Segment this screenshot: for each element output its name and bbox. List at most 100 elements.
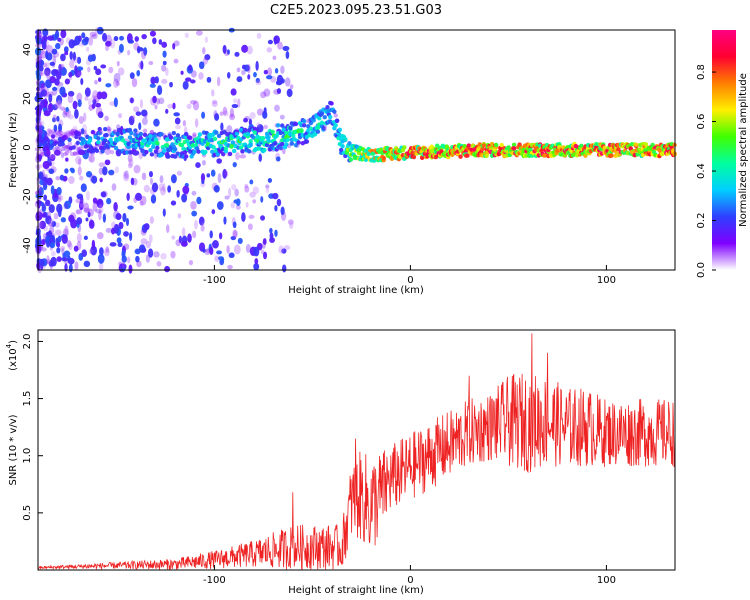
- spectrogram-cell: [75, 198, 82, 204]
- spectrogram-cell: [272, 192, 279, 200]
- spectrogram-cell: [267, 67, 273, 76]
- spectrogram-cell: [79, 175, 84, 181]
- spectrogram-cell: [68, 131, 74, 136]
- spectrogram-cell: [95, 106, 103, 117]
- spectrogram-cell: [60, 29, 67, 39]
- spectrogram-cell: [39, 129, 47, 138]
- spectrogram-cell: [77, 71, 83, 77]
- snr-panel: -100 0 100 0.5 1.0 1.5 2.0 Height of straight…: [5, 329, 676, 596]
- spectrogram-cell: [92, 201, 98, 212]
- spectrogram-cell: [252, 130, 257, 135]
- spectrogram-cell: [56, 146, 61, 151]
- spectrogram-cell: [240, 149, 245, 155]
- spectrogram-cell: [78, 146, 83, 151]
- spectrogram-cell: [194, 118, 199, 128]
- spectrogram-cell: [117, 242, 123, 248]
- spectrogram-cell: [177, 213, 182, 219]
- spectrogram-cell: [78, 42, 85, 47]
- spectrogram-cell: [293, 142, 299, 148]
- spectrogram-cell: [220, 257, 225, 263]
- spectrogram-cell: [200, 225, 205, 232]
- spectrogram-cell: [135, 192, 142, 201]
- spectrogram-cell: [94, 79, 98, 85]
- spectrogram-cell: [95, 102, 102, 108]
- spectrogram-cell: [236, 67, 241, 73]
- spectrogram-cell: [105, 83, 112, 88]
- spectrogram-cell: [230, 140, 236, 145]
- spectrogram-cell: [260, 135, 266, 141]
- spectrogram-cell: [235, 198, 241, 207]
- spectrogram-cell: [172, 42, 176, 50]
- spectrogram-cell: [256, 32, 262, 39]
- spectrogram-cell: [116, 213, 122, 221]
- spectrogram-cell: [97, 253, 105, 264]
- spectrogram-cell: [204, 36, 209, 44]
- spectrogram-cell: [44, 132, 49, 137]
- colorbar-tick-label: 0.2: [696, 213, 707, 229]
- spectrogram-cell: [308, 120, 314, 126]
- spectrogram-cell: [150, 76, 156, 85]
- spectrogram-cell: [68, 263, 73, 273]
- spectrogram-cell: [49, 242, 56, 249]
- spectrogram-cell: [253, 71, 257, 78]
- spectrogram-cell: [47, 35, 55, 41]
- spectrogram-cell: [162, 148, 167, 153]
- spectrogram-cell: [63, 46, 69, 53]
- spectrogram-cell: [127, 205, 134, 210]
- spectrogram-cell: [121, 266, 126, 273]
- spectrogram-cell: [38, 131, 43, 136]
- spectrogram-cell: [96, 136, 101, 141]
- spectrogram-cell: [224, 171, 229, 177]
- spectrogram-cell: [90, 245, 98, 256]
- spectrogram-frame: [37, 29, 676, 271]
- spectrogram-cell: [267, 178, 273, 183]
- spectrogram-cell: [143, 47, 148, 56]
- spectrogram-cell: [187, 233, 192, 243]
- spectrogram-cell: [105, 34, 112, 45]
- spectrogram-cell: [45, 235, 51, 244]
- spectrogram-cell: [289, 221, 294, 230]
- spectrogram-cell: [91, 103, 96, 109]
- spectrogram-cell: [122, 171, 127, 177]
- spectrogram-cell: [69, 51, 73, 60]
- spectrogram-cell: [138, 61, 144, 70]
- spectrogram-cell: [104, 248, 110, 257]
- spectrogram-cell: [111, 221, 116, 229]
- spectrogram-cell: [46, 258, 52, 264]
- spectrogram-cell: [45, 215, 52, 225]
- spectrogram-cell: [88, 104, 94, 111]
- spectrogram-cell: [214, 255, 220, 262]
- spectrogram-cell: [58, 64, 62, 72]
- spectrogram-cell: [155, 145, 160, 151]
- spectrogram-cell: [234, 188, 239, 197]
- spectrogram-cell: [206, 76, 212, 83]
- spectrogram-cell: [158, 97, 165, 105]
- spectrogram-cell: [181, 146, 186, 151]
- spectrogram-cell: [67, 90, 75, 97]
- spectrogram-cell: [267, 39, 273, 45]
- spectrogram-cell: [255, 77, 260, 84]
- spectrogram-cell: [48, 93, 53, 103]
- spectrogram-cell: [140, 49, 147, 60]
- spectrogram-cell: [98, 77, 102, 82]
- spectrogram-cell: [173, 154, 178, 159]
- spectrogram-y-tick-label: 40: [22, 43, 33, 56]
- spectrogram-cell: [43, 110, 51, 117]
- spectrogram-cell: [212, 136, 218, 141]
- spectrogram-cell: [133, 106, 140, 113]
- spectrogram-y-tick-label: -40: [22, 237, 33, 253]
- spectrogram-cell: [249, 112, 256, 119]
- spectrogram-cell: [141, 34, 147, 40]
- spectrogram-cell: [226, 72, 231, 79]
- figure-title: C2E5.2023.095.23.51.G03: [270, 3, 442, 18]
- spectrogram-cell: [166, 154, 171, 159]
- spectrogram-cell: [131, 115, 136, 120]
- spectrogram-cell: [56, 186, 62, 196]
- spectrogram-cell: [89, 31, 97, 38]
- spectrogram-cell: [121, 255, 127, 263]
- spectrogram-y-tick-label: 20: [22, 92, 33, 105]
- spectrogram-cell: [63, 145, 70, 152]
- spectrogram-cell: [216, 76, 221, 87]
- spectrogram-cell: [138, 244, 146, 253]
- spectrogram-cell: [79, 202, 85, 208]
